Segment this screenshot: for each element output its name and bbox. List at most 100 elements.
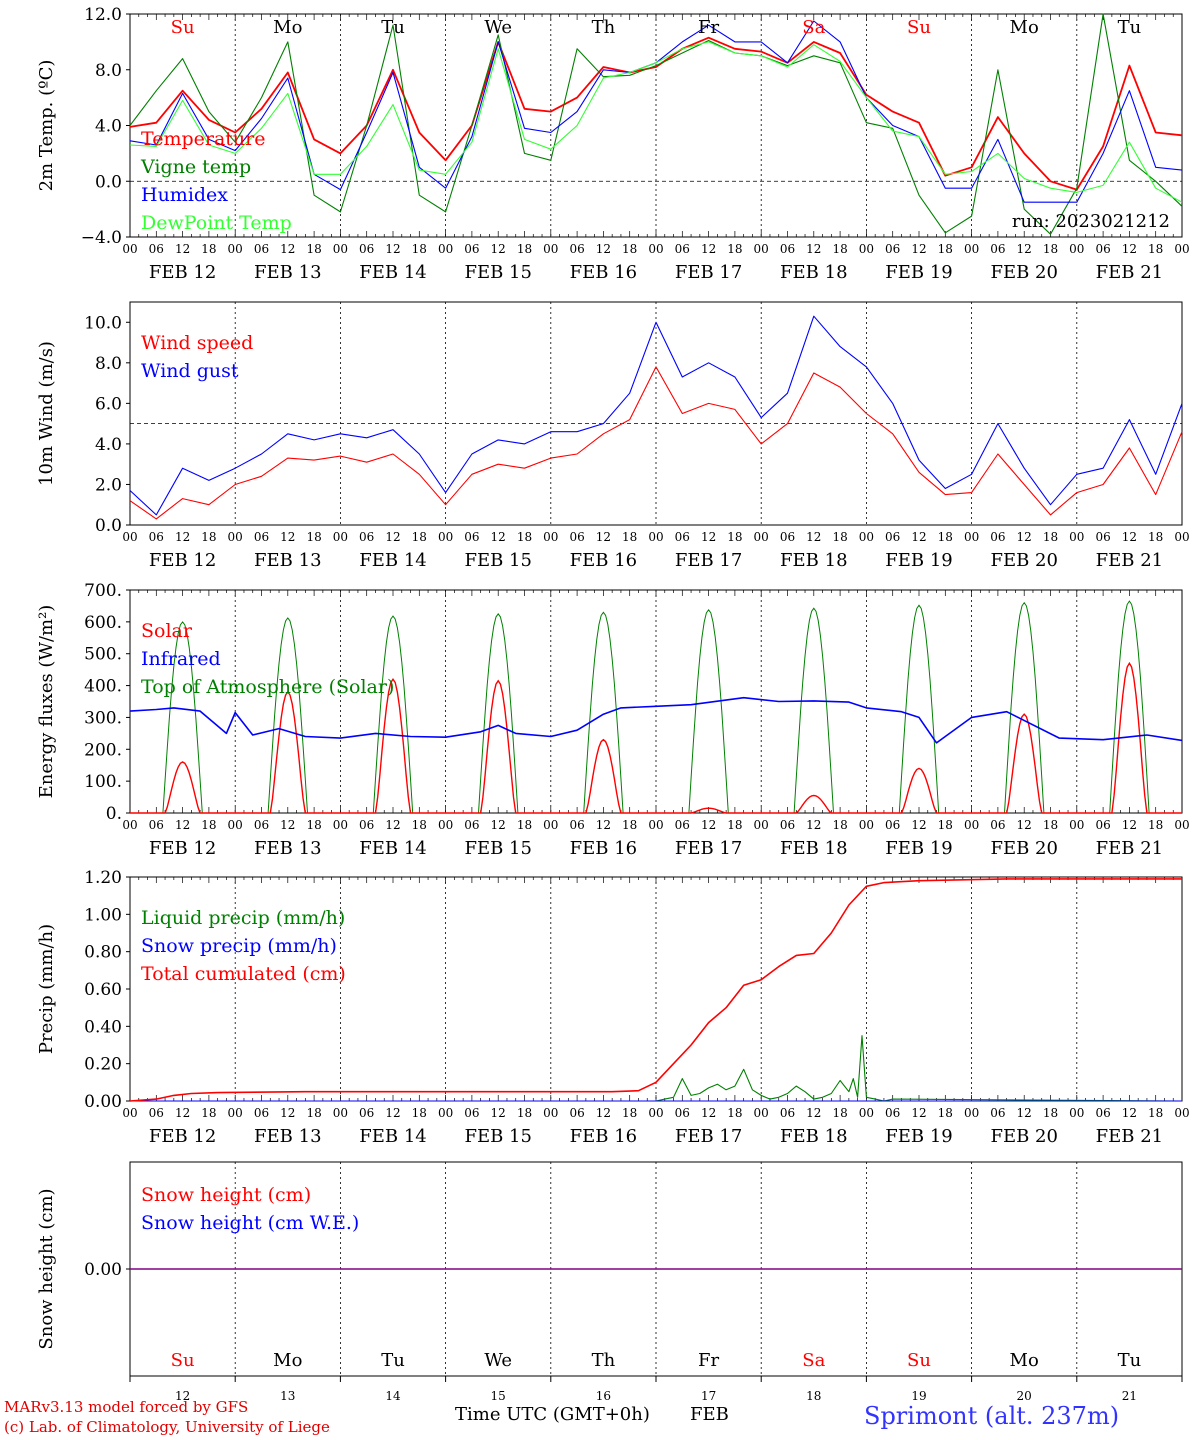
day-number-label: 13	[280, 1389, 295, 1403]
hour-tick-label: 06	[359, 818, 374, 832]
y-tick-label: 2.0	[95, 475, 122, 495]
y-tick-label: 8.0	[95, 61, 122, 81]
hour-tick-label: 06	[149, 242, 164, 256]
y-tick-label: 0.60	[84, 980, 122, 1000]
hour-tick-label: 12	[175, 818, 190, 832]
day-number-label: 20	[1017, 1389, 1032, 1403]
hour-tick-label: 06	[1095, 1106, 1110, 1120]
y-tick-label: 6.0	[95, 394, 122, 414]
hour-tick-label: 06	[254, 242, 269, 256]
hour-tick-label: 00	[1069, 530, 1084, 544]
y-tick-label: 300.	[84, 708, 122, 728]
hour-tick-label: 00	[648, 242, 663, 256]
hour-tick-label: 12	[280, 1106, 295, 1120]
date-label: FEB 18	[780, 262, 847, 283]
y-axis-label: Snow height (cm)	[36, 1188, 57, 1349]
hour-tick-label: 18	[306, 242, 321, 256]
series-infrared	[129, 696, 1183, 744]
hour-tick-label: 12	[280, 530, 295, 544]
y-tick-label: 600.	[84, 613, 122, 633]
hour-tick-label: 06	[675, 530, 690, 544]
series-liquid-precip-mm-h-	[130, 1035, 1183, 1102]
hour-tick-label: 00	[228, 1106, 243, 1120]
date-label: FEB 13	[254, 838, 321, 859]
hour-tick-label: 00	[1069, 242, 1084, 256]
hour-tick-label: 12	[806, 530, 821, 544]
hour-tick-label: 00	[543, 818, 558, 832]
hour-tick-label: 00	[859, 242, 874, 256]
hour-tick-label: 00	[964, 1106, 979, 1120]
hour-tick-label: 18	[517, 242, 532, 256]
hour-tick-label: 18	[201, 818, 216, 832]
hour-tick-label: 00	[859, 530, 874, 544]
date-label: FEB 15	[464, 550, 531, 571]
legend-entry: Snow height (cm)	[141, 1184, 311, 1206]
hour-tick-label: 00	[964, 530, 979, 544]
date-label: FEB 20	[990, 550, 1057, 571]
y-tick-label: 12.0	[84, 5, 122, 25]
y-tick-label: 1.00	[84, 905, 122, 925]
hour-tick-label: 18	[622, 818, 637, 832]
weekday-label: Mo	[1010, 17, 1039, 38]
hour-tick-label: 18	[517, 1106, 532, 1120]
hour-tick-label: 12	[596, 530, 611, 544]
date-label: FEB 13	[254, 262, 321, 283]
weekday-label: Mo	[1010, 1350, 1039, 1371]
weekday-label: Su	[171, 1350, 195, 1371]
series-wind-speed	[129, 366, 1183, 520]
legend-entry: Top of Atmosphere (Solar)	[141, 676, 394, 698]
y-tick-label: 0.0	[95, 172, 122, 192]
hour-tick-label: 18	[727, 818, 742, 832]
hour-tick-label: 00	[754, 1106, 769, 1120]
hour-tick-label: 06	[675, 242, 690, 256]
weekday-label: Su	[907, 17, 931, 38]
time-axis-label: Time UTC (GMT+0h)	[455, 1404, 650, 1425]
hour-tick-label: 12	[491, 242, 506, 256]
hour-tick-label: 18	[938, 530, 953, 544]
hour-tick-label: 12	[596, 242, 611, 256]
hour-tick-label: 06	[990, 818, 1005, 832]
hour-tick-label: 18	[832, 530, 847, 544]
hour-tick-label: 18	[306, 818, 321, 832]
date-label: FEB 16	[570, 550, 637, 571]
day-number-label: 17	[701, 1389, 716, 1403]
hour-tick-label: 18	[201, 242, 216, 256]
y-axis-label: 10m Wind (m/s)	[36, 341, 57, 486]
hour-tick-label: 12	[1017, 1106, 1032, 1120]
date-label: FEB 15	[464, 1126, 531, 1147]
legend-entry: Total cumulated (cm)	[141, 963, 346, 985]
hour-tick-label: 06	[569, 530, 584, 544]
hour-tick-label: 18	[412, 530, 427, 544]
hour-tick-label: 18	[622, 530, 637, 544]
hour-tick-label: 00	[333, 1106, 348, 1120]
y-tick-label: 0.00	[84, 1092, 122, 1112]
hour-tick-label: 06	[359, 242, 374, 256]
date-label: FEB 17	[675, 838, 742, 859]
hour-tick-label: 12	[911, 530, 926, 544]
y-tick-label: 0.40	[84, 1017, 122, 1037]
date-label: FEB 17	[675, 1126, 742, 1147]
date-label: FEB 20	[990, 1126, 1057, 1147]
weekday-label: We	[484, 1350, 512, 1371]
series-total-cumulated-cm-	[129, 878, 1182, 1102]
hour-tick-label: 06	[359, 1106, 374, 1120]
hour-tick-label: 18	[517, 818, 532, 832]
hour-tick-label: 06	[780, 530, 795, 544]
y-tick-label: 4.0	[95, 117, 122, 137]
y-tick-label: 200.	[84, 740, 122, 760]
hour-tick-label: 00	[964, 818, 979, 832]
hour-tick-label: 12	[280, 818, 295, 832]
hour-tick-label: 12	[1017, 818, 1032, 832]
hour-tick-label: 06	[990, 242, 1005, 256]
hour-tick-label: 18	[832, 242, 847, 256]
weekday-label: Tu	[1118, 17, 1142, 38]
hour-tick-label: 18	[938, 1106, 953, 1120]
hour-tick-label: 00	[438, 818, 453, 832]
y-tick-label: 0.20	[84, 1055, 122, 1075]
series-solar	[130, 661, 1182, 814]
hour-tick-label: 00	[438, 242, 453, 256]
hour-tick-label: 18	[1043, 530, 1058, 544]
hour-tick-label: 06	[885, 242, 900, 256]
date-label: FEB 20	[990, 838, 1057, 859]
hour-tick-label: 06	[254, 530, 269, 544]
